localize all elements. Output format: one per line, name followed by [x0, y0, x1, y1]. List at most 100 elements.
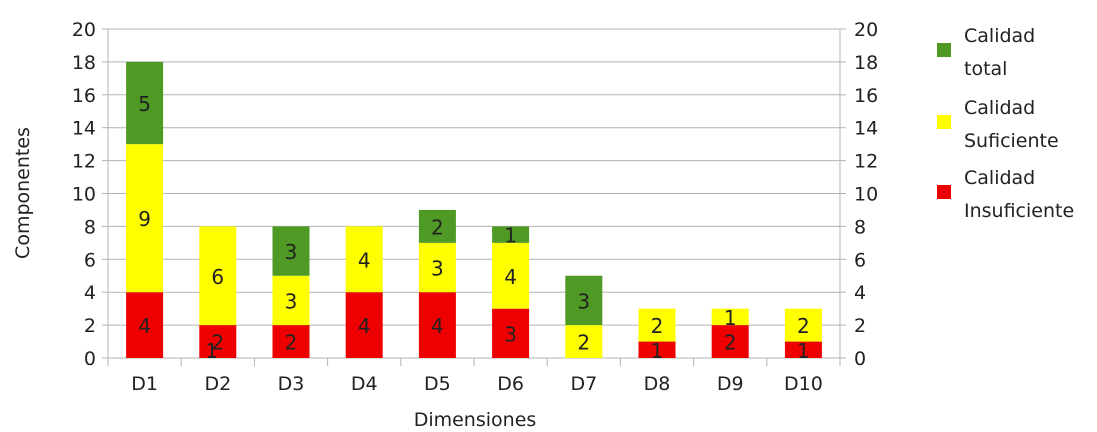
bar-value-label: 4 [358, 314, 371, 338]
bar-value-label: 1 [724, 306, 737, 330]
bar-value-label: 4 [138, 314, 151, 338]
bar-value-label: 2 [797, 314, 810, 338]
x-tick-label: D6 [497, 373, 524, 395]
axes [107, 29, 841, 366]
legend-item: Calidad Insuficiente [937, 167, 1074, 222]
y-tick-label-right: 12 [854, 151, 878, 173]
bar-value-label: 3 [285, 289, 298, 313]
legend-label: Calidad [964, 167, 1035, 189]
bar-value-label: 1 [797, 339, 810, 363]
y-tick-label-left: 4 [84, 282, 96, 304]
bar-value-label: 3 [577, 289, 590, 313]
bar-segment [492, 226, 530, 243]
bar-value-label: 3 [431, 257, 444, 281]
y-tick-label-right: 18 [854, 52, 878, 74]
y-tick-label-left: 10 [72, 184, 96, 206]
y-tick-label-right: 8 [854, 216, 866, 238]
y-tick-label-right: 0 [854, 348, 866, 370]
legend-label: Calidad [964, 97, 1035, 119]
bar-segment [492, 308, 530, 358]
bar-segment [126, 144, 164, 293]
bar-segment [126, 61, 164, 145]
legend-label: Calidad [964, 25, 1035, 47]
legend-label: Suficiente [964, 130, 1059, 152]
legend-label: Insuficiente [964, 200, 1074, 222]
x-tick-label: D2 [204, 373, 231, 395]
y-tick-label-right: 20 [854, 19, 878, 41]
y-tick-label-left: 20 [72, 19, 96, 41]
y-tick-label-right: 16 [854, 85, 878, 107]
x-tick-label: D8 [644, 373, 671, 395]
bar-segment [492, 242, 530, 309]
legend: Calidad total Calidad Suficiente Calidad Insu… [937, 25, 1074, 222]
bar-value-label: 5 [138, 92, 151, 116]
x-tick-label: D7 [570, 373, 597, 395]
y-tick-label-right: 14 [854, 118, 878, 140]
x-axis-title: Dimensiones [414, 409, 537, 431]
y-tick-label-left: 8 [84, 216, 96, 238]
bar-segment [711, 308, 749, 326]
bar-segment [638, 308, 676, 342]
legend-swatch [937, 43, 951, 57]
bar-value-label: 2 [285, 331, 298, 355]
bar-value-label: 3 [504, 322, 517, 346]
y-tick-label-left: 12 [72, 151, 96, 173]
bar-value-label: 2 [724, 331, 737, 355]
y-axis-title: Componentes [12, 127, 34, 259]
bar-value-label: 1 [651, 339, 664, 363]
y-tick-label-left: 18 [72, 52, 96, 74]
bar-value-label: 4 [358, 248, 371, 272]
bar-segment [345, 292, 383, 358]
x-ticks: D1 D2 D3 D4 D5 D6 D7 D8 D9 D10 [131, 373, 823, 395]
y-tick-label-right: 10 [854, 184, 878, 206]
bar-segment [565, 275, 603, 326]
bar-segment [199, 325, 237, 358]
bar-segment [784, 341, 822, 358]
gridlines [102, 28, 846, 359]
x-tick-label: D3 [278, 373, 305, 395]
legend-swatch [937, 115, 951, 129]
y-tick-label-left: 0 [84, 348, 96, 370]
bar-segment [418, 242, 456, 293]
y-tick-label-right: 2 [854, 315, 866, 337]
x-tick-label: D5 [424, 373, 451, 395]
bar-value-label: 2 [211, 331, 224, 355]
bar-value-label: 9 [138, 207, 151, 231]
x-tick-label: D10 [784, 373, 823, 395]
bar-segment [711, 325, 749, 358]
legend-swatch [937, 185, 951, 199]
bar-segment [272, 275, 310, 326]
y-tick-label-left: 16 [72, 85, 96, 107]
y-ticks-left: 0 2 4 6 8 10 12 14 16 18 20 [72, 19, 96, 370]
bar-value-label: 2 [431, 215, 444, 239]
bar-segment [345, 226, 383, 293]
y-tick-label-right: 4 [854, 282, 866, 304]
bar-segment [784, 308, 822, 342]
bar-value-label: 1 [504, 224, 517, 248]
y-tick-label-right: 6 [854, 249, 866, 271]
bar-segment [272, 325, 310, 358]
legend-item: Calidad total [937, 25, 1035, 80]
y-ticks-right: 0 2 4 6 8 10 12 14 16 18 20 [854, 19, 878, 370]
y-tick-label-left: 6 [84, 249, 96, 271]
bar-value-label: 4 [504, 265, 517, 289]
legend-label: total [964, 58, 1007, 80]
x-tick-label: D4 [351, 373, 378, 395]
bar-segment [565, 325, 603, 358]
bar-segment [638, 341, 676, 358]
bar-value-label: 4 [431, 314, 444, 338]
bar-value-label: 2 [577, 331, 590, 355]
x-tick-label: D9 [717, 373, 744, 395]
legend-item: Calidad Suficiente [937, 97, 1059, 152]
y-tick-label-left: 14 [72, 118, 96, 140]
bars [126, 61, 822, 358]
y-tick-label-left: 2 [84, 315, 96, 337]
bar-segment [126, 292, 164, 358]
bar-segment [199, 226, 237, 326]
bar-value-label: 3 [285, 240, 298, 264]
bar-segment [418, 292, 456, 358]
x-tick-label: D1 [131, 373, 158, 395]
bar-segment [272, 226, 310, 276]
